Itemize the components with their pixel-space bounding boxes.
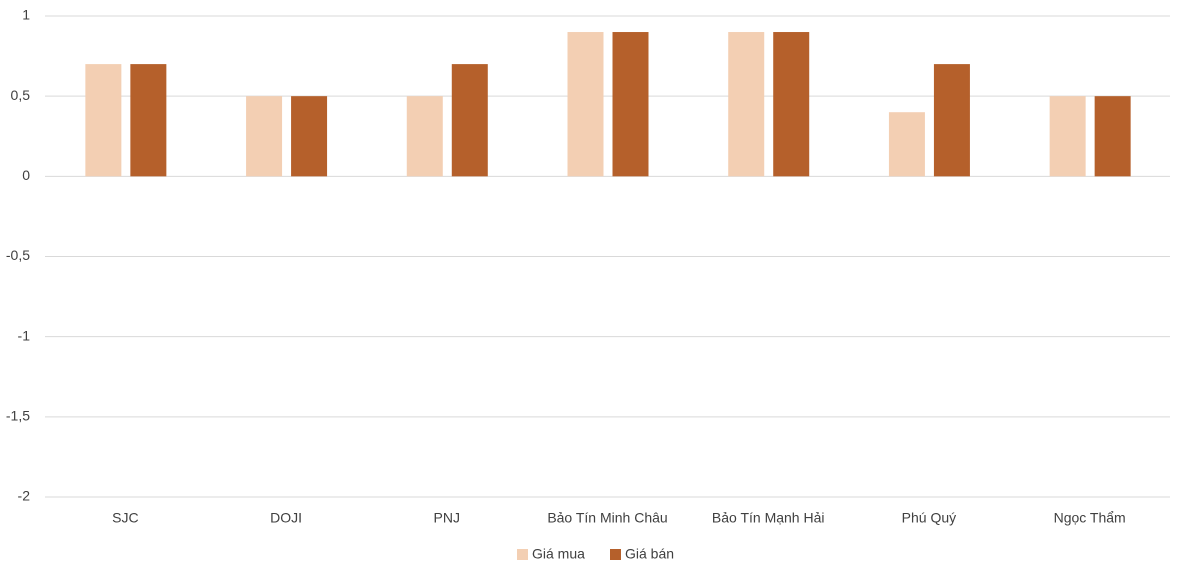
x-tick-label: Bảo Tín Mạnh Hải xyxy=(712,510,825,526)
x-tick-label: Phú Quý xyxy=(902,510,956,526)
bar xyxy=(612,32,649,177)
bar xyxy=(933,64,970,177)
y-tick-label: 0,5 xyxy=(11,87,31,103)
bar xyxy=(1094,96,1131,177)
x-tick-label: PNJ xyxy=(434,510,460,526)
bar xyxy=(85,64,122,177)
legend-label: Giá bán xyxy=(625,546,674,562)
legend-swatch xyxy=(610,549,621,560)
bar xyxy=(1049,96,1086,177)
bar xyxy=(406,96,443,177)
y-tick-label: -1,5 xyxy=(6,408,30,424)
x-tick-label: SJC xyxy=(112,510,138,526)
bar xyxy=(291,96,328,177)
bar xyxy=(246,96,283,177)
legend-swatch xyxy=(517,549,528,560)
bar xyxy=(567,32,604,177)
bar xyxy=(888,112,925,177)
bar xyxy=(130,64,167,177)
y-tick-label: 0 xyxy=(22,167,30,183)
y-tick-label: -0,5 xyxy=(6,247,30,263)
legend-label: Giá mua xyxy=(532,546,585,562)
x-tick-label: Ngọc Thẩm xyxy=(1054,510,1126,526)
bar xyxy=(451,64,488,177)
y-tick-label: 1 xyxy=(22,7,30,23)
bar xyxy=(773,32,810,177)
bar xyxy=(728,32,765,177)
y-tick-label: -1 xyxy=(18,327,31,343)
x-tick-label: DOJI xyxy=(270,510,302,526)
x-tick-label: Bảo Tín Minh Châu xyxy=(547,510,667,526)
y-tick-label: -2 xyxy=(18,488,31,504)
